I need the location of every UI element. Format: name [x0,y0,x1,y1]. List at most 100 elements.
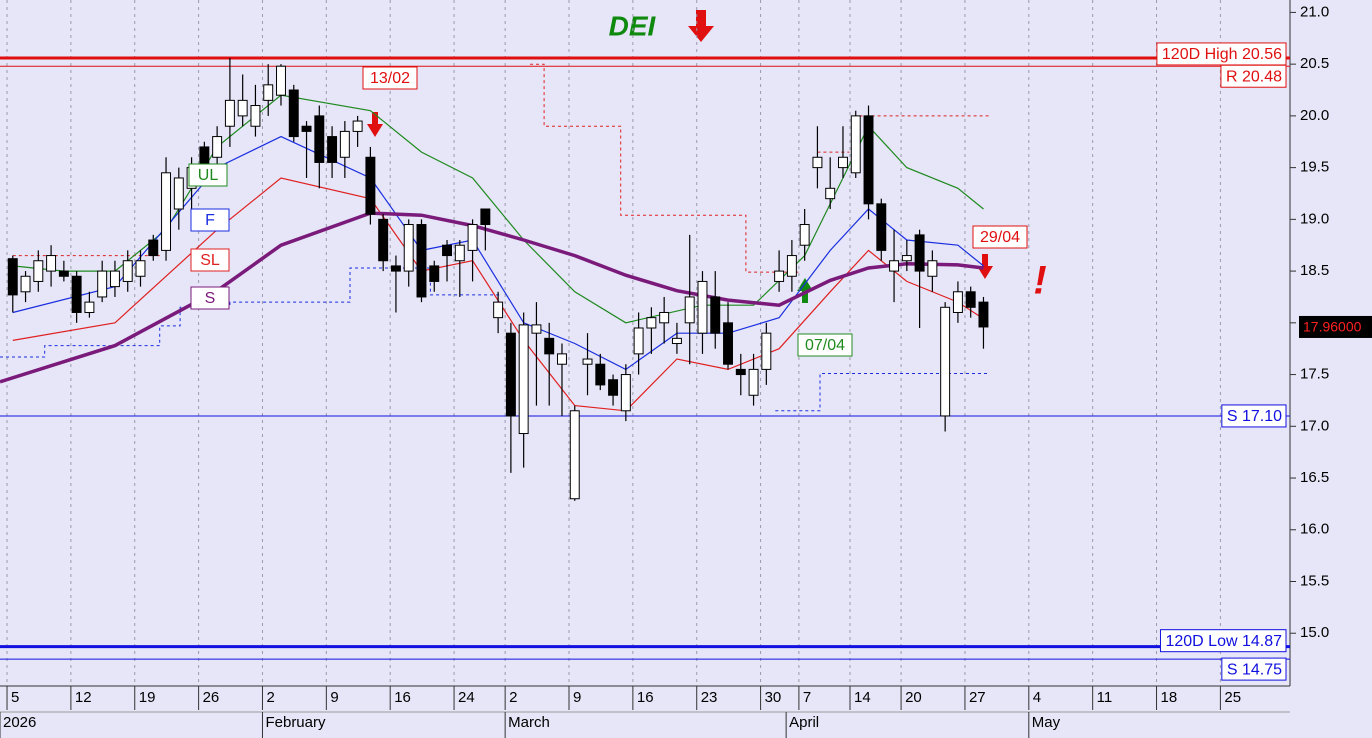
y-tick-label: 19.0 [1300,210,1329,227]
candle-body [671,337,682,345]
candle-body [148,239,159,257]
candle-body [403,224,414,272]
x-tick-label: 30 [765,689,782,706]
x-tick-label: 9 [330,689,338,706]
x-tick-label: 16 [394,689,411,706]
candle-body [454,244,465,262]
candle-body [505,332,516,417]
x-tick-label: 19 [139,689,156,706]
arrow-down [367,112,383,137]
candle-body [224,99,235,127]
x-tick-label: 4 [1033,689,1041,706]
month-label: May [1032,714,1061,731]
candle-body [518,324,529,435]
candle-body [595,363,606,386]
candle-body [901,255,912,262]
level-label-box [1159,629,1287,653]
candle-body [33,260,44,282]
candle-body [531,324,542,334]
candle-body [97,270,108,298]
candle-body [467,224,478,251]
annotation-box [797,333,853,357]
candle-body [608,379,619,396]
candle-body [569,410,580,500]
candle-body [314,115,325,163]
candle-body [582,358,593,365]
line-label: UL [198,167,219,184]
y-tick-label: 17.0 [1300,417,1329,434]
candle-body [825,187,836,200]
candle-body [161,172,172,251]
candle-body [838,156,848,169]
x-tick-label: 18 [1161,689,1178,706]
y-tick-label: 19.5 [1300,159,1329,176]
candle-body [416,224,427,298]
level-label: S 17.10 [1227,408,1282,425]
y-tick-label: 16.5 [1300,469,1329,486]
candle-body [761,332,772,370]
candle-body [429,265,440,282]
month-label: February [265,714,326,731]
candle-body [812,156,823,169]
candle-body [978,301,989,328]
annotation-box [972,225,1028,249]
candle-body [276,65,286,96]
candle-body [212,136,223,158]
candle-body [799,224,810,246]
candle-body [352,120,363,132]
candle-body [876,203,887,251]
candle-body [889,260,900,272]
candle-body [301,125,312,132]
candle-body [46,255,57,272]
candle-body [748,368,759,396]
level-label: 120D High 20.56 [1162,46,1282,63]
arrow-down [688,10,714,42]
candle-body [544,337,555,355]
candle-body [122,260,133,282]
y-tick-label: 21.0 [1300,3,1329,20]
candle-body [863,115,874,205]
candle-body [263,84,274,101]
annotation-box [362,66,418,90]
y-tick-label: 20.5 [1300,55,1329,72]
annotation: 29/04 [980,229,1020,246]
candle-body [339,130,350,158]
candle-body [557,353,567,365]
candle-body [390,265,401,272]
line-label-box [190,286,230,310]
candle-body [952,291,963,313]
annotation: 13/02 [370,70,410,87]
indicator-line [12,177,984,412]
candle-body [620,374,631,412]
line-label: S [205,290,216,307]
level-label: S 14.75 [1227,661,1282,678]
level-label-box [1221,657,1287,681]
candle-body [250,105,261,127]
line-label-box [190,248,230,272]
candle-body [659,311,670,324]
candle-body [646,317,657,329]
candle-body [914,234,925,272]
candle-body [927,260,938,277]
y-tick-label: 18.5 [1300,262,1329,279]
candle-body [71,275,82,313]
x-tick-label: 14 [854,689,871,706]
indicator-line [0,211,984,384]
y-tick-label: 16.0 [1300,521,1329,538]
level-label: R 20.48 [1226,68,1282,85]
x-tick-label: 2 [509,689,517,706]
candle-body [84,301,95,313]
level-label: 120D Low 14.87 [1165,633,1282,650]
candle-body [735,368,746,376]
level-label-box [1220,64,1287,88]
arrow-up [797,278,813,303]
x-tick-label: 24 [458,689,475,706]
candle-body [633,327,644,355]
line-label-box [188,163,228,187]
y-tick-label: 15.5 [1300,572,1329,589]
annotation: ! [1033,259,1046,303]
candle-body [442,244,453,257]
candle-body [965,291,976,308]
